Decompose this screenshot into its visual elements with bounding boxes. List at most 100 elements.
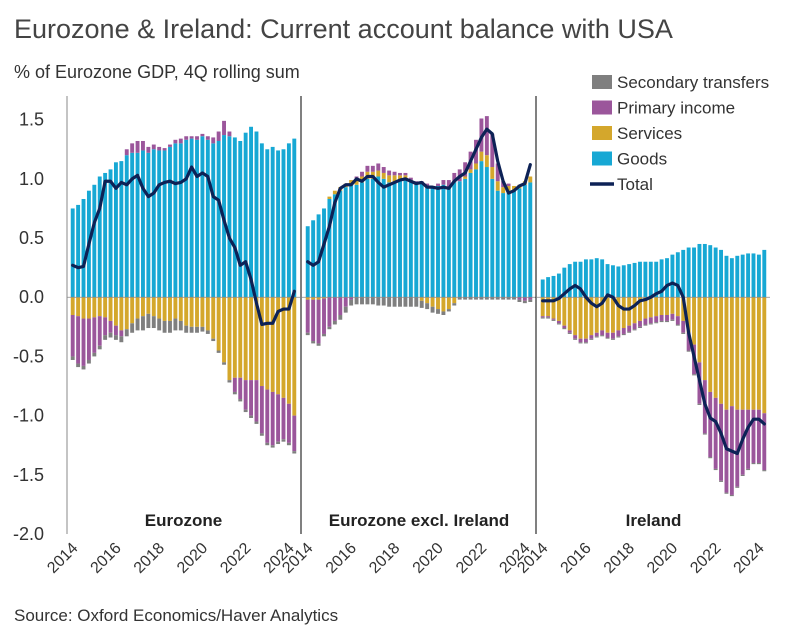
bar-goods (249, 126, 253, 298)
bar-goods (463, 178, 468, 298)
x-tick-label: 2018 (601, 540, 638, 577)
bar-services (729, 297, 734, 407)
bar-goods (168, 146, 172, 298)
bar-goods (430, 188, 435, 298)
bar-services (70, 297, 75, 315)
bar-secondary (103, 335, 108, 340)
bar-secondary (327, 326, 332, 330)
bar-primary (495, 163, 500, 182)
bar-services (135, 297, 140, 319)
bar-goods (675, 252, 680, 298)
bar-services (621, 297, 626, 329)
bar-primary (216, 131, 221, 141)
bar-services (692, 297, 696, 345)
bar-services (501, 187, 506, 194)
bar-primary (724, 409, 729, 493)
bar-goods (506, 190, 511, 298)
bar-primary (627, 325, 632, 332)
bar-secondary (292, 451, 297, 454)
bar-primary (665, 315, 669, 321)
bar-secondary (430, 306, 435, 313)
bar-secondary (276, 441, 281, 445)
bar-secondary (146, 313, 151, 329)
bar-services (276, 297, 281, 395)
bar-services (286, 297, 291, 404)
bar-secondary (157, 318, 162, 331)
bar-secondary (578, 342, 583, 344)
bar-secondary (195, 326, 199, 333)
bar-services (627, 297, 632, 326)
bar-secondary (232, 391, 237, 395)
bar-secondary (419, 300, 424, 308)
bar-primary (441, 180, 446, 185)
bar-secondary (670, 319, 675, 321)
bar-secondary (751, 462, 756, 465)
bar-goods (573, 261, 578, 298)
bar-services (184, 297, 189, 326)
bar-goods (546, 277, 551, 298)
bar-primary (189, 136, 194, 139)
bar-goods (692, 247, 696, 298)
bar-primary (184, 136, 189, 140)
bar-services (92, 297, 97, 318)
bar-secondary (567, 332, 572, 334)
bar-secondary (414, 297, 419, 307)
bar-goods (232, 137, 237, 298)
bar-services (740, 297, 745, 410)
bar-services (119, 297, 124, 331)
panel-label: Ireland (626, 511, 682, 530)
bar-goods (376, 176, 381, 298)
bar-secondary (189, 326, 194, 333)
bar-secondary (286, 442, 291, 446)
bar-services (697, 297, 702, 363)
bar-primary (562, 325, 567, 329)
bar-services (376, 170, 381, 177)
source-note: Source: Oxford Economics/Haver Analytics (14, 606, 339, 625)
bar-services (605, 297, 610, 333)
bar-services (751, 297, 756, 410)
chart-subtitle: % of Eurozone GDP, 4Q rolling sum (14, 62, 300, 82)
y-tick-label: 0.0 (19, 287, 44, 307)
bar-services (354, 178, 359, 185)
bar-secondary (479, 297, 484, 300)
y-tick-label: 0.5 (19, 228, 44, 248)
y-tick-label: -0.5 (13, 346, 44, 366)
bar-secondary (546, 317, 551, 319)
bar-services (670, 297, 675, 314)
bar-goods (735, 255, 740, 298)
bar-secondary (281, 439, 286, 442)
bar-secondary (216, 350, 221, 353)
bar-services (616, 297, 621, 331)
bar-primary (370, 165, 375, 172)
bar-primary (311, 299, 316, 342)
bar-primary (113, 325, 118, 336)
bar-services (403, 175, 408, 179)
bar-services (659, 297, 664, 315)
bar-primary (292, 415, 297, 452)
bar-goods (697, 243, 702, 298)
bar-secondary (265, 442, 270, 446)
bar-services (227, 297, 232, 381)
bar-services (322, 297, 326, 299)
bar-goods (452, 182, 457, 298)
bar-services (130, 297, 135, 324)
bar-goods (227, 136, 232, 298)
bar-secondary (659, 320, 664, 323)
bar-services (551, 297, 556, 319)
bar-primary (151, 144, 156, 150)
y-tick-label: 1.5 (19, 110, 44, 130)
bar-primary (146, 146, 151, 153)
x-tick-label: 2022 (687, 540, 724, 577)
bar-goods (243, 132, 248, 298)
bar-secondary (708, 457, 713, 459)
bar-primary (211, 137, 216, 144)
bar-primary (484, 116, 489, 156)
bar-services (567, 297, 572, 331)
bar-goods (343, 187, 348, 298)
bar-secondary (616, 336, 621, 338)
bar-goods (627, 264, 632, 298)
bar-services (546, 297, 551, 317)
bar-goods (97, 176, 102, 298)
legend-label: Primary income (617, 99, 735, 118)
